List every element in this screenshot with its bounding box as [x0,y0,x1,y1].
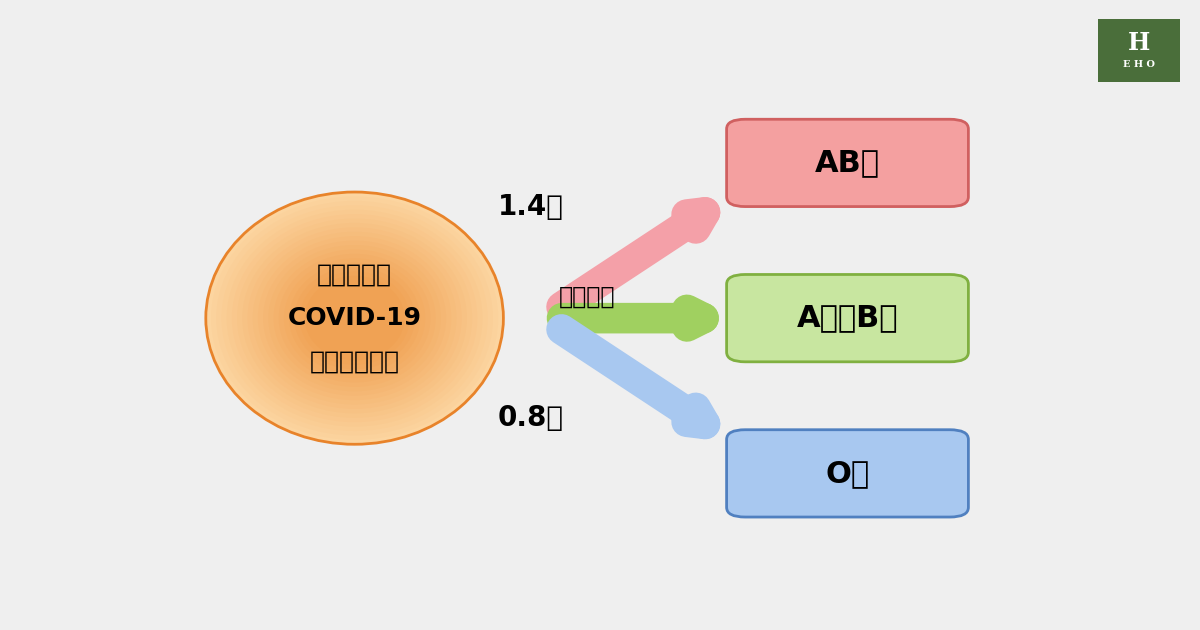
Ellipse shape [232,214,478,422]
Text: 0.8倍: 0.8倍 [498,404,564,432]
Text: 重症化リスク: 重症化リスク [310,350,400,374]
FancyBboxPatch shape [1094,16,1183,85]
Text: 日本人集団: 日本人集団 [317,263,392,287]
Ellipse shape [216,201,493,435]
Text: E H O: E H O [1123,60,1154,69]
FancyBboxPatch shape [727,275,968,362]
Ellipse shape [300,272,409,365]
Ellipse shape [263,241,446,396]
Ellipse shape [242,223,467,413]
Ellipse shape [206,192,504,444]
Ellipse shape [222,205,487,431]
Ellipse shape [253,232,456,404]
Text: O型: O型 [826,459,870,488]
Ellipse shape [289,263,420,374]
Ellipse shape [211,197,498,440]
FancyBboxPatch shape [727,119,968,207]
Text: H: H [1128,31,1150,55]
Text: ほぼ不変: ほぼ不変 [559,284,616,308]
Ellipse shape [227,210,482,427]
Ellipse shape [247,227,462,409]
Ellipse shape [269,245,440,391]
Ellipse shape [238,219,472,418]
Ellipse shape [284,258,425,378]
Ellipse shape [294,267,415,369]
Text: AB型: AB型 [815,149,880,178]
Ellipse shape [278,254,431,382]
Ellipse shape [274,249,436,387]
Text: A型・B型: A型・B型 [797,304,899,333]
Text: 1.4倍: 1.4倍 [498,193,564,220]
FancyBboxPatch shape [727,430,968,517]
Ellipse shape [258,236,451,400]
Ellipse shape [305,276,404,360]
Text: COVID-19: COVID-19 [288,306,421,330]
